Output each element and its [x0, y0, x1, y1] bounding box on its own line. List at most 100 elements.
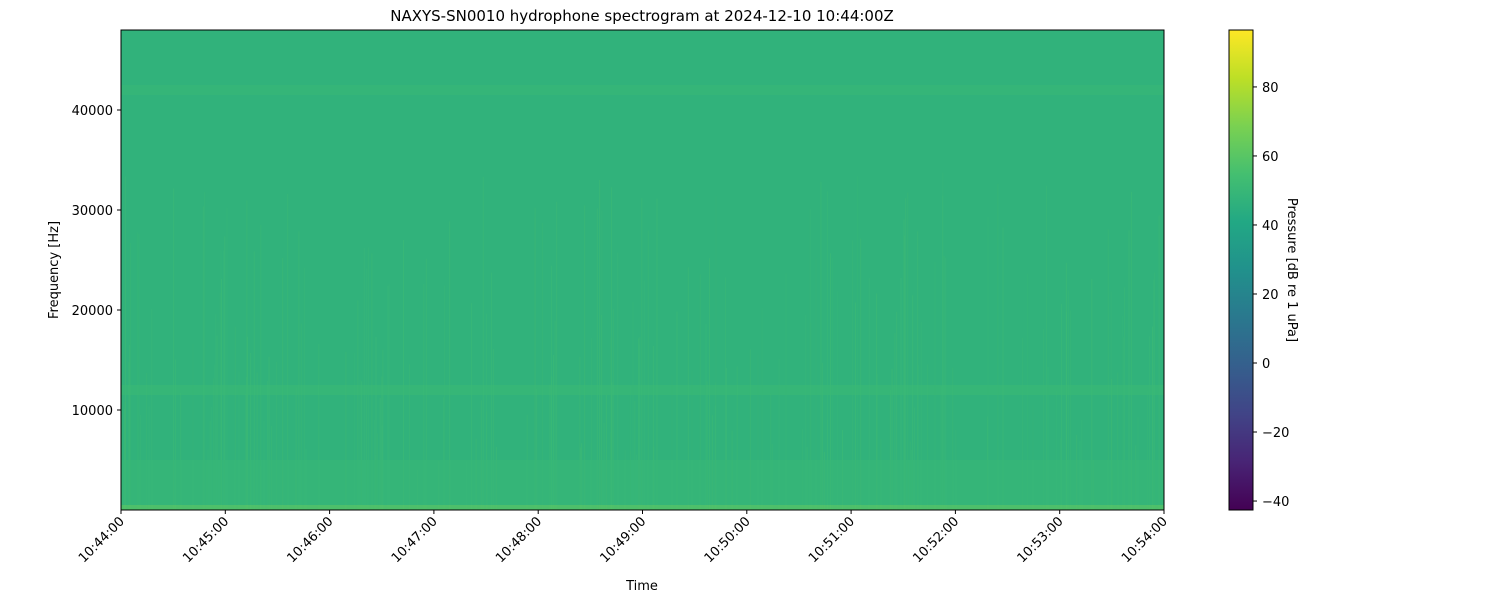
- x-axis-label: Time: [625, 579, 658, 594]
- spectrogram-streak: [1067, 290, 1069, 510]
- spectrogram-streak: [388, 284, 390, 510]
- spectrogram-streak: [213, 378, 215, 510]
- spectrogram-streak: [891, 368, 893, 510]
- spectrogram-streak: [599, 179, 601, 510]
- y-tick-label: 10000: [72, 404, 113, 419]
- spectrogram-streak: [282, 257, 284, 510]
- spectrogram-streak: [821, 362, 823, 510]
- spectrogram-streak: [151, 309, 153, 510]
- spectrogram-streak: [691, 370, 693, 510]
- x-tick-label: 10:48:00: [493, 514, 545, 566]
- spectrogram-streak: [482, 176, 484, 511]
- spectrogram-streak: [705, 323, 707, 510]
- x-tick-label: 10:52:00: [910, 514, 962, 566]
- spectrogram-streak: [638, 338, 640, 510]
- spectrogram-streak: [903, 219, 905, 510]
- colorbar-label: Pressure [dB re 1 uPa]: [1284, 198, 1299, 342]
- spectrogram-streak: [359, 379, 361, 510]
- spectrogram-streak: [357, 300, 359, 510]
- spectrogram-streak: [245, 393, 247, 510]
- spectrogram-band: [121, 385, 1164, 395]
- spectrogram-streak: [554, 320, 556, 510]
- x-tick-label: 10:50:00: [702, 514, 754, 566]
- spectrogram-streak: [905, 198, 907, 510]
- spectrogram-streak: [757, 354, 759, 510]
- spectrogram-streak: [318, 344, 320, 510]
- colorbar-tick-label: 20: [1262, 288, 1279, 303]
- spectrogram-streak: [942, 172, 944, 510]
- spectrogram-streak: [889, 390, 891, 510]
- spectrogram-streak: [827, 191, 828, 510]
- spectrogram-streak: [639, 337, 641, 510]
- spectrogram-streak: [223, 250, 225, 510]
- spectrogram-streak: [857, 176, 859, 511]
- spectrogram-streak: [629, 386, 631, 510]
- spectrogram-streak: [1043, 328, 1045, 510]
- spectrogram-streak: [387, 285, 389, 510]
- spectrogram-streak: [253, 251, 255, 510]
- spectrogram-streak: [706, 381, 708, 510]
- spectrogram-streak: [556, 201, 558, 511]
- spectrogram-streak: [403, 240, 404, 510]
- spectrogram-streak: [220, 250, 222, 510]
- x-tick-label: 10:49:00: [597, 514, 649, 566]
- spectrogram-streak: [815, 258, 817, 510]
- chart-title: NAXYS-SN0010 hydrophone spectrogram at 2…: [390, 7, 894, 25]
- spectrogram-streak: [298, 231, 300, 510]
- spectrogram-streak: [1128, 230, 1130, 510]
- spectrogram-streak: [541, 223, 543, 510]
- spectrogram-streak: [353, 353, 355, 510]
- y-axis-label: Frequency [Hz]: [47, 221, 62, 319]
- spectrogram-streak: [1158, 215, 1160, 510]
- spectrogram-streak: [180, 393, 182, 510]
- spectrogram-band: [121, 85, 1164, 95]
- spectrogram-streak: [809, 209, 811, 510]
- spectrogram-streak: [676, 311, 678, 510]
- spectrogram-streak: [367, 247, 369, 510]
- spectrogram-streak: [652, 345, 654, 510]
- spectrogram-streak: [247, 336, 248, 510]
- colorbar-gradient: [1228, 29, 1254, 511]
- spectrogram-streak: [715, 382, 716, 510]
- spectrogram-streak: [551, 376, 553, 510]
- spectrogram-streak: [1061, 303, 1062, 511]
- spectrogram-streak: [617, 252, 619, 510]
- spectrogram-streak: [877, 374, 878, 510]
- colorbar-tick-label: 80: [1262, 81, 1279, 96]
- spectrogram-streak: [736, 366, 738, 510]
- spectrogram-streak: [553, 355, 554, 510]
- spectrogram-streak: [471, 303, 472, 510]
- spectrogram-streak: [709, 258, 710, 510]
- spectrogram-streak: [121, 323, 123, 510]
- x-tick-label: 10:44:00: [76, 514, 128, 566]
- spectrogram-streak: [997, 183, 999, 511]
- spectrogram-streak: [1107, 229, 1109, 510]
- y-tick-label: 20000: [72, 304, 113, 319]
- spectrogram-streak: [124, 408, 125, 510]
- spectrogram-streak: [409, 364, 410, 510]
- spectrogram-streak: [917, 231, 919, 510]
- spectrogram-streak: [943, 256, 945, 510]
- spectrogram-streak: [210, 406, 212, 510]
- spectrogram-streak: [549, 384, 551, 510]
- spectrogram-streak: [1124, 287, 1125, 510]
- spectrogram-streak: [148, 406, 150, 510]
- spectrogram-streak: [267, 380, 269, 510]
- spectrogram-streak: [805, 314, 807, 510]
- spectrogram-streak: [129, 243, 131, 510]
- spectrogram-streak: [896, 311, 898, 510]
- x-tick-label: 10:47:00: [389, 514, 441, 566]
- spectrogram-streak: [671, 375, 673, 510]
- spectrogram-streak: [596, 208, 598, 511]
- spectrogram-streak: [830, 253, 831, 511]
- spectrogram-streak: [361, 381, 363, 510]
- spectrogram-streak: [611, 187, 612, 510]
- spectrogram-streak: [749, 349, 751, 510]
- spectrogram-streak: [810, 322, 812, 510]
- spectrogram-streak: [256, 372, 258, 510]
- spectrogram-streak: [987, 217, 989, 510]
- spectrogram-streak: [276, 361, 278, 510]
- spectrogram-streak: [287, 193, 289, 510]
- spectrogram-streak: [656, 198, 658, 510]
